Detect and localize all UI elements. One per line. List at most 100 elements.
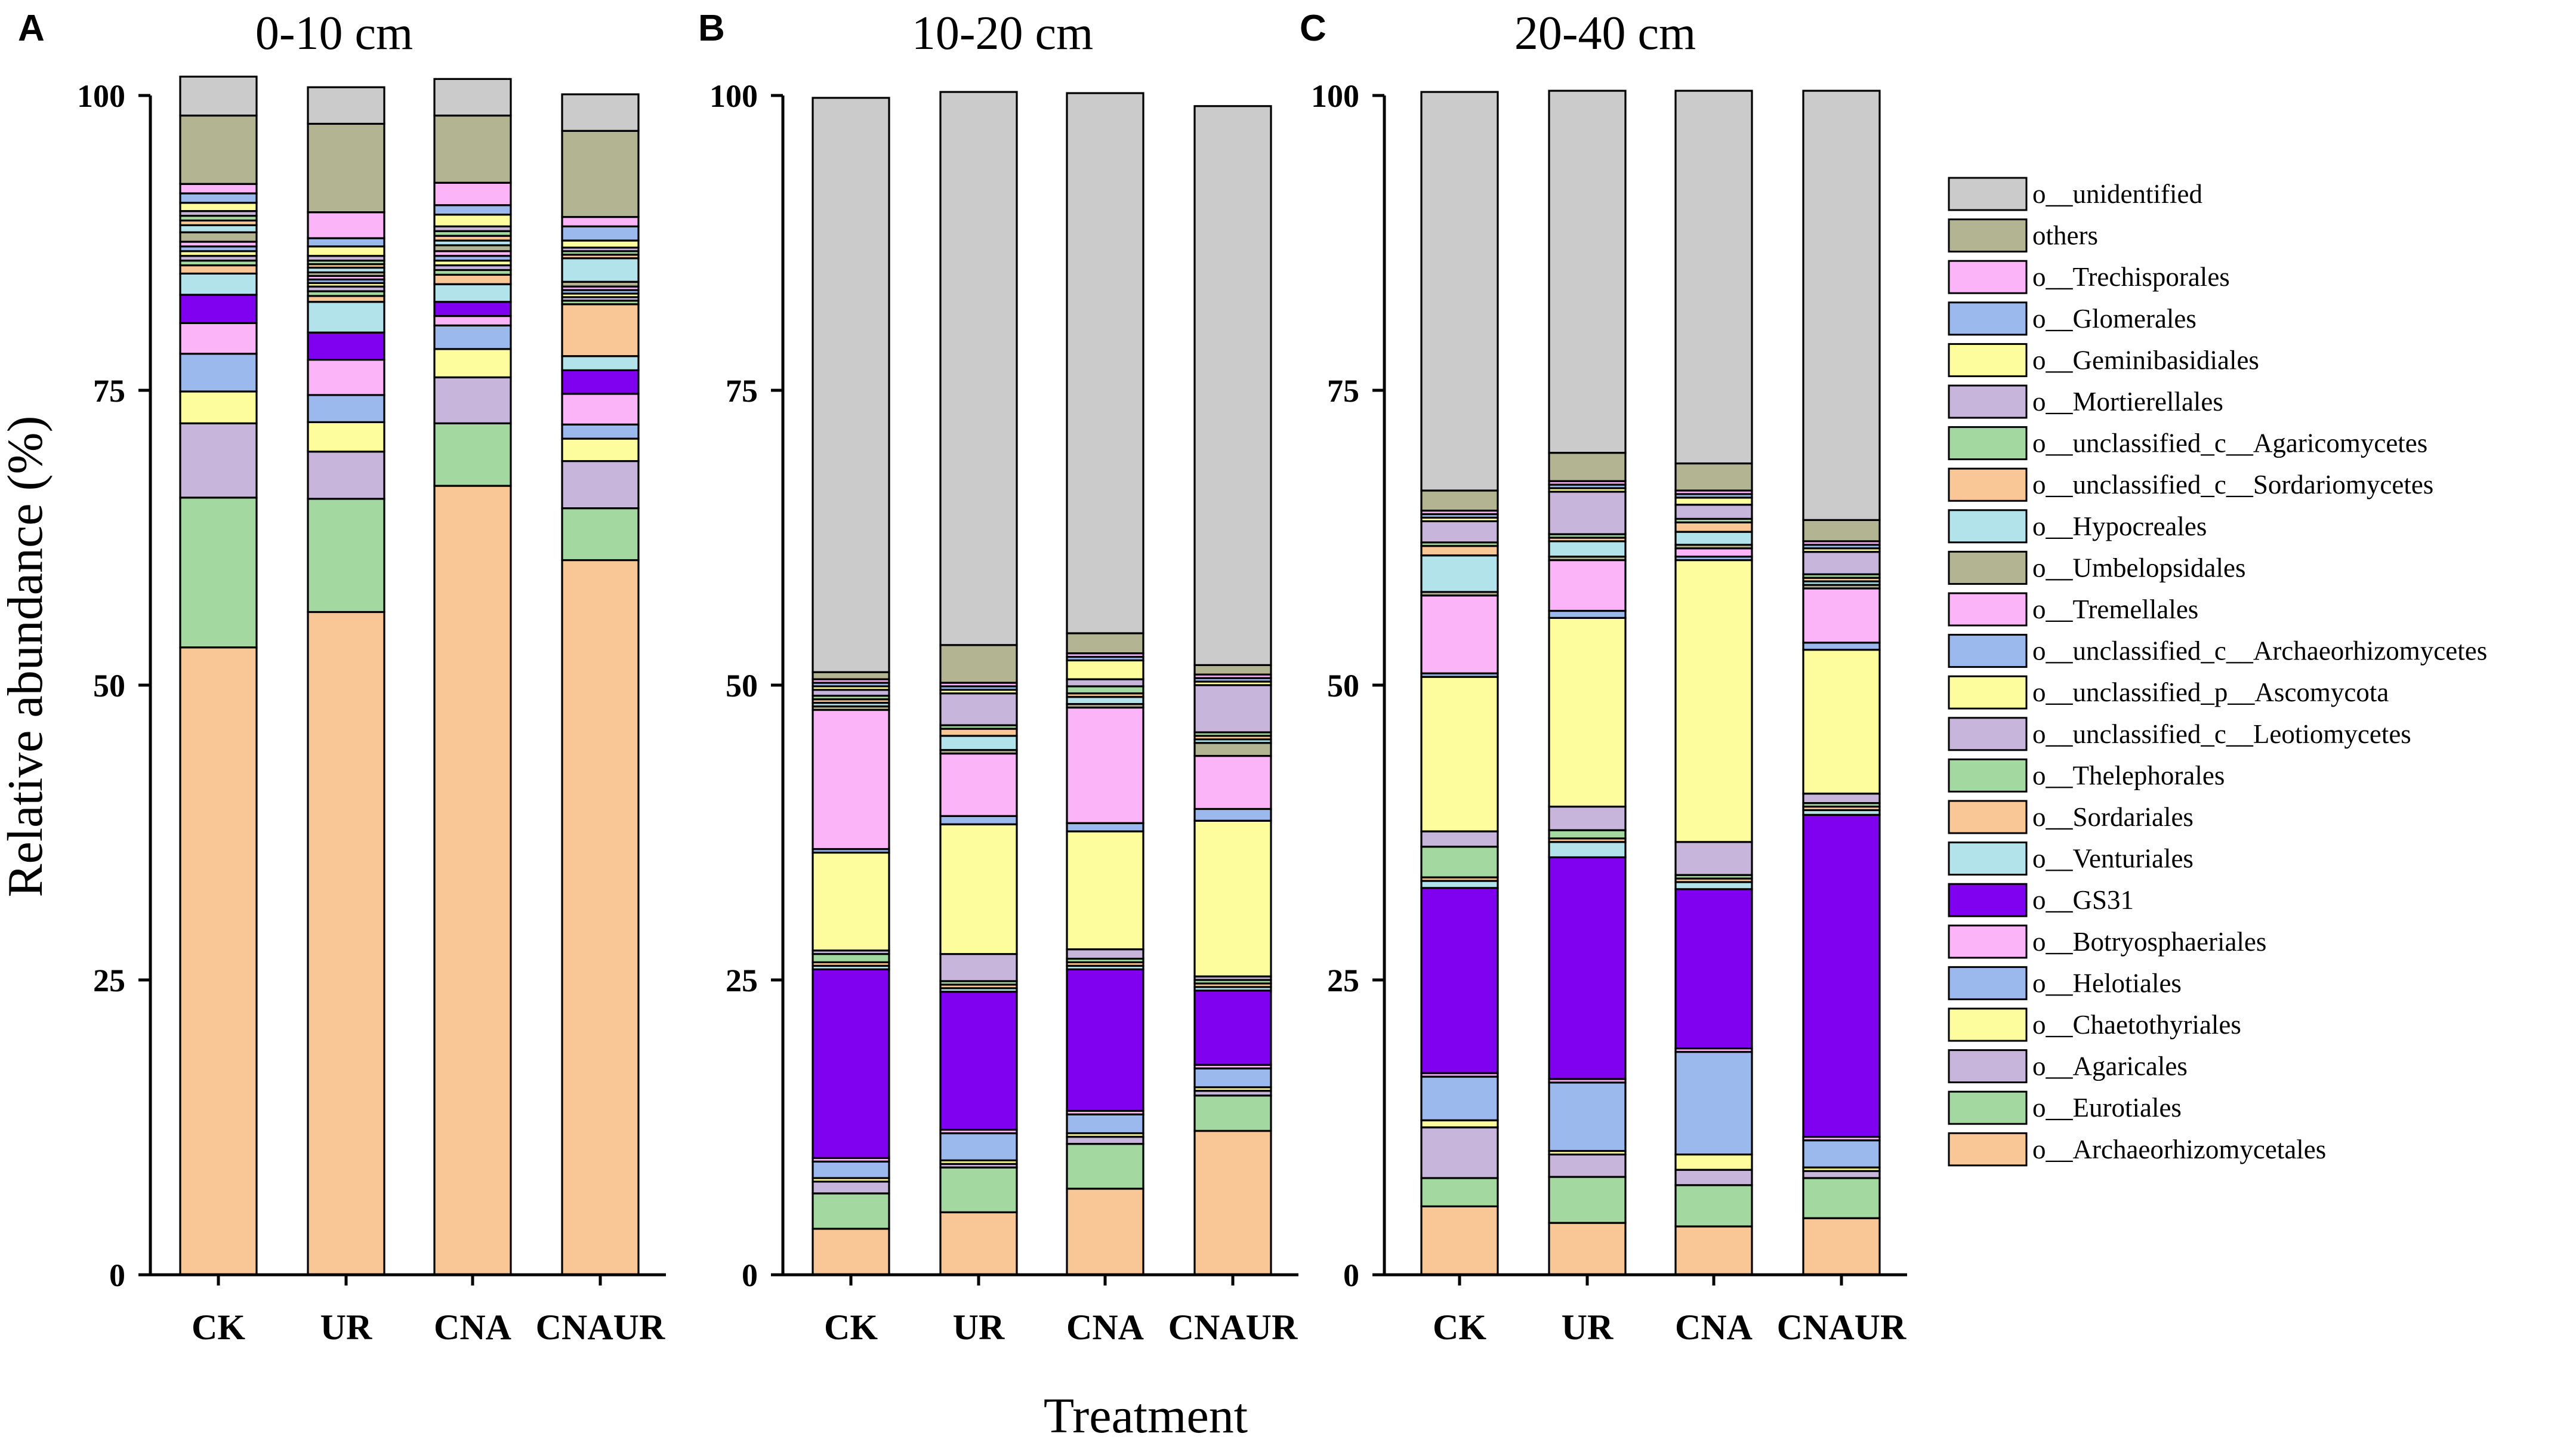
bar-segment <box>1548 559 1627 612</box>
bar-segment <box>179 224 258 233</box>
bar-segment <box>307 421 385 453</box>
legend-label: o__unclassified_c__Sordariomycetes <box>2032 470 2433 500</box>
bar-cna <box>1674 90 1753 1276</box>
bar-segment <box>1193 1067 1272 1089</box>
legend-item: o__Geminibasidiales <box>1948 343 2259 377</box>
legend-label: o__Umbelopsidales <box>2032 553 2245 582</box>
legend-swatch <box>1948 883 2028 917</box>
bar-segment <box>939 991 1018 1131</box>
bar-segment <box>1802 1177 1881 1219</box>
legend-item: o__Chaetothyriales <box>1948 1007 2241 1042</box>
bar-segment <box>1420 846 1499 878</box>
y-tick-label: 75 <box>93 373 125 409</box>
bar-ur <box>1548 90 1627 1276</box>
bar-segment <box>1548 609 1627 619</box>
bar-segment <box>307 451 385 500</box>
bar-segment <box>1548 90 1627 454</box>
x-tick-label: CNAUR <box>536 1308 665 1347</box>
bar-segment <box>812 1228 890 1276</box>
y-tick-label: 0 <box>109 1257 125 1293</box>
legend-item: o__Eurotiales <box>1948 1090 2182 1125</box>
legend-swatch <box>1948 1049 2028 1084</box>
bar-segment <box>1674 881 1753 890</box>
legend-swatch <box>1948 924 2028 959</box>
legend-item: o__unclassified_c__Agaricomycetes <box>1948 426 2427 461</box>
y-tick-label: 25 <box>1327 963 1359 998</box>
bar-segment <box>307 498 385 614</box>
legend-swatch <box>1948 467 2028 502</box>
legend-item: o__Venturiales <box>1948 841 2194 876</box>
bar-segment <box>1802 587 1881 644</box>
bar-segment <box>433 315 512 326</box>
bar-segment <box>561 93 640 132</box>
bar-segment <box>179 497 258 649</box>
legend-item: o__unclassified_p__Ascomycota <box>1948 675 2389 710</box>
bar-segment <box>179 294 258 324</box>
bar-ck <box>179 75 258 1276</box>
bar-segment <box>1066 1136 1144 1145</box>
bar-segment <box>1548 1081 1627 1152</box>
bar-segment <box>812 97 890 673</box>
bar-segment <box>433 324 512 350</box>
bar-segment <box>1066 678 1144 688</box>
bar-segment <box>179 192 258 204</box>
legend-item: o__unidentified <box>1948 177 2202 211</box>
bar-ur <box>939 91 1018 1276</box>
legend-swatch <box>1948 1132 2028 1167</box>
legend-item: o__Tremellales <box>1948 592 2198 627</box>
bar-segment <box>1548 829 1627 840</box>
bar-segment <box>939 735 1018 751</box>
bar-segment <box>1548 805 1627 831</box>
bar-segment <box>179 353 258 393</box>
bar-segment <box>1066 948 1144 960</box>
bar-segment <box>561 559 640 1276</box>
bar-segment <box>1674 547 1753 558</box>
legend-item: o__unclassified_c__Sordariomycetes <box>1948 467 2433 502</box>
x-tick-label: CNA <box>1675 1308 1753 1347</box>
bar-segment <box>561 239 640 249</box>
bar-segment <box>1420 1119 1499 1129</box>
bar-segment <box>1548 1222 1627 1276</box>
legend-swatch <box>1948 218 2028 253</box>
y-tick-label: 0 <box>742 1257 758 1293</box>
bar-segment <box>1802 519 1881 542</box>
bar-segment <box>1674 90 1753 465</box>
bar-segment <box>1193 684 1272 733</box>
legend-swatch <box>1948 1090 2028 1125</box>
bar-segment <box>307 331 385 361</box>
bar-segment <box>1420 554 1499 593</box>
panel-letter: B <box>698 8 725 49</box>
legend-swatch <box>1948 717 2028 751</box>
bar-segment <box>433 283 512 303</box>
y-tick-label: 25 <box>93 963 125 998</box>
bar-segment <box>939 1211 1018 1276</box>
bar-segment <box>1674 1169 1753 1186</box>
bar-segment <box>1548 452 1627 482</box>
bar-segment <box>1420 676 1499 833</box>
bar-segment <box>179 646 258 1276</box>
legend-label: o__Sordariales <box>2032 802 2194 832</box>
bar-segment <box>939 823 1018 955</box>
bar-segment <box>1420 489 1499 512</box>
bar-segment <box>433 422 512 487</box>
legend-swatch <box>1948 758 2028 793</box>
panel-letter: C <box>1300 8 1326 49</box>
legend-item: others <box>1948 218 2098 253</box>
bar-segment <box>1420 91 1499 492</box>
bar-segment <box>1420 594 1499 674</box>
panel-c: C 20-40 cm CK UR CNA CNAUR 0 25 50 75 100 <box>1300 7 1907 1347</box>
legend-label: o__Venturiales <box>2032 844 2194 874</box>
bar-segment <box>561 437 640 463</box>
bar-segment <box>812 851 890 952</box>
bar-segment <box>1420 1177 1499 1207</box>
bar-ck <box>1420 91 1499 1276</box>
bar-segment <box>561 130 640 218</box>
y-axis-label: Relative abundance (%) <box>0 416 53 898</box>
bar-segment <box>1066 92 1144 634</box>
legend-label: o__Trechisporales <box>2032 262 2230 292</box>
legend-swatch <box>1948 177 2028 211</box>
bar-segment <box>307 359 385 396</box>
legend-item: o__Trechisporales <box>1948 260 2230 294</box>
bar-segment <box>1066 968 1144 1112</box>
y-tick-label: 75 <box>726 373 758 409</box>
